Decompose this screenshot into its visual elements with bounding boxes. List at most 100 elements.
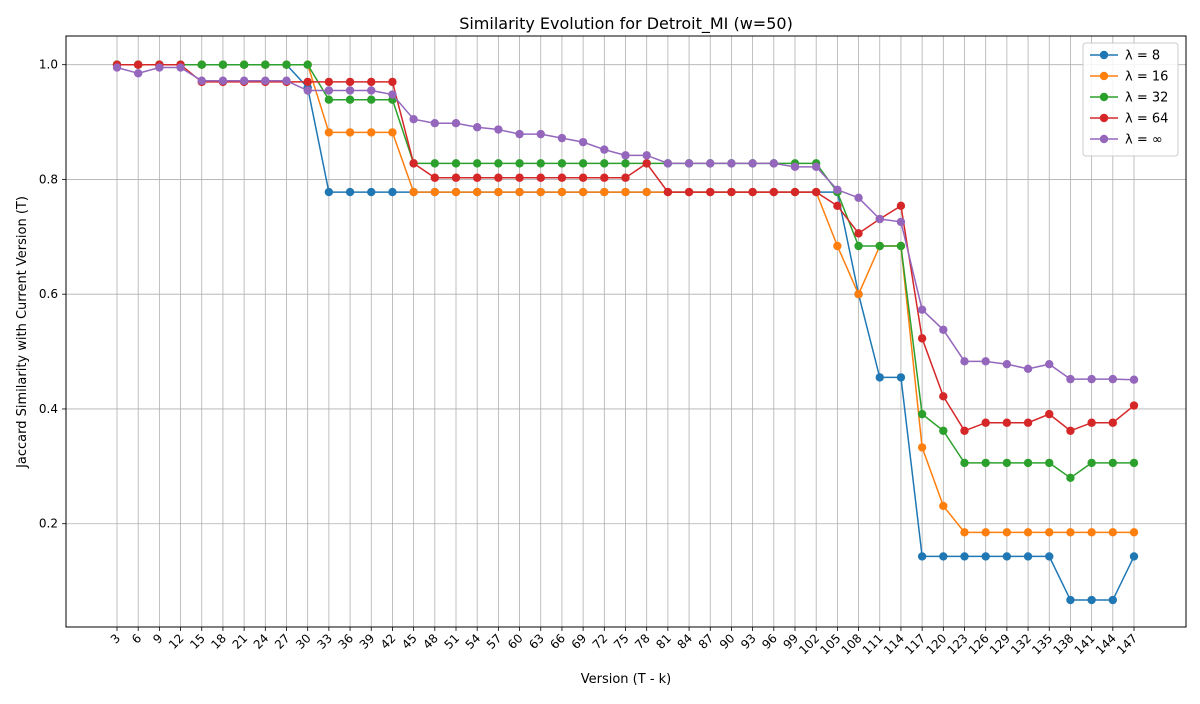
data-point — [875, 214, 884, 224]
data-point — [811, 187, 821, 197]
data-point — [494, 125, 503, 134]
data-point — [854, 193, 863, 203]
data-point — [790, 187, 800, 197]
data-point — [430, 119, 440, 128]
data-point — [239, 76, 249, 85]
series-5 — [112, 63, 1139, 384]
data-point — [536, 129, 545, 139]
data-point — [536, 187, 545, 197]
data-point — [409, 114, 418, 124]
data-point — [621, 151, 630, 160]
data-point — [494, 159, 503, 168]
data-point — [578, 137, 588, 147]
data-point — [176, 63, 185, 72]
data-point — [663, 187, 673, 197]
data-point — [854, 290, 863, 299]
data-point — [388, 128, 397, 137]
data-point — [1108, 595, 1118, 605]
data-point — [367, 86, 376, 95]
data-point — [939, 392, 948, 401]
data-point — [345, 95, 355, 104]
legend-label: λ = 8 — [1125, 49, 1160, 64]
data-point — [833, 201, 842, 211]
data-point — [430, 173, 440, 182]
data-point — [960, 357, 969, 366]
data-point — [1087, 458, 1096, 468]
data-point — [324, 77, 334, 87]
data-point — [1023, 528, 1033, 537]
data-point — [1045, 458, 1054, 468]
data-point — [1087, 374, 1096, 384]
data-point — [748, 187, 757, 197]
data-point — [1087, 528, 1096, 537]
legend-swatch-marker — [1099, 113, 1109, 123]
data-point — [939, 325, 948, 334]
data-point — [960, 552, 969, 561]
data-point — [451, 187, 461, 197]
data-point — [854, 229, 863, 238]
data-point — [981, 418, 990, 427]
data-point — [875, 241, 884, 251]
data-point — [1002, 528, 1012, 537]
data-point — [663, 159, 673, 168]
data-point — [896, 201, 906, 211]
data-point — [684, 159, 694, 168]
data-point — [981, 552, 990, 561]
data-point — [557, 159, 567, 168]
data-point — [557, 187, 567, 197]
data-point — [1002, 458, 1012, 468]
data-point — [324, 95, 334, 104]
data-point — [981, 458, 990, 468]
data-point — [642, 151, 651, 160]
data-point — [854, 241, 863, 251]
data-point — [1129, 528, 1139, 537]
data-point — [1045, 409, 1054, 419]
data-point — [218, 76, 228, 85]
data-point — [367, 77, 376, 87]
legend-item: λ = 8 — [1090, 49, 1160, 64]
legend-box — [1082, 42, 1179, 157]
data-point — [409, 159, 418, 168]
data-point — [981, 357, 990, 366]
data-point — [1066, 473, 1075, 483]
data-point — [557, 173, 567, 182]
data-point — [600, 187, 609, 197]
y-tick-label: 0.4 — [39, 402, 58, 416]
data-point — [515, 129, 524, 139]
data-point — [727, 187, 736, 197]
chart-title: Similarity Evolution for Detroit_MI (w=5… — [459, 14, 793, 34]
data-point — [896, 373, 906, 382]
data-point — [833, 241, 842, 251]
data-point — [239, 60, 249, 69]
data-point — [197, 60, 206, 69]
data-point — [536, 159, 545, 168]
data-point — [811, 162, 821, 172]
data-point — [1002, 418, 1012, 427]
data-point — [621, 187, 630, 197]
data-point — [578, 187, 588, 197]
data-point — [282, 60, 291, 69]
data-point — [451, 159, 461, 168]
data-point — [345, 86, 355, 95]
data-point — [282, 76, 291, 85]
data-point — [218, 60, 228, 69]
data-point — [472, 187, 482, 197]
data-point — [345, 77, 355, 87]
data-point — [917, 409, 927, 419]
data-point — [1023, 418, 1033, 427]
data-point — [600, 145, 609, 154]
data-point — [557, 133, 567, 143]
legend-swatch-marker — [1099, 71, 1109, 81]
data-point — [1066, 374, 1075, 384]
data-point — [261, 60, 270, 69]
data-point — [451, 173, 461, 182]
y-tick-label: 1.0 — [39, 58, 58, 72]
data-point — [917, 552, 927, 561]
y-tick-label: 0.2 — [39, 517, 58, 531]
data-point — [939, 552, 948, 561]
x-axis-label: Version (T - k) — [581, 672, 672, 687]
data-point — [1108, 418, 1118, 427]
data-point — [324, 128, 334, 137]
data-point — [472, 159, 482, 168]
